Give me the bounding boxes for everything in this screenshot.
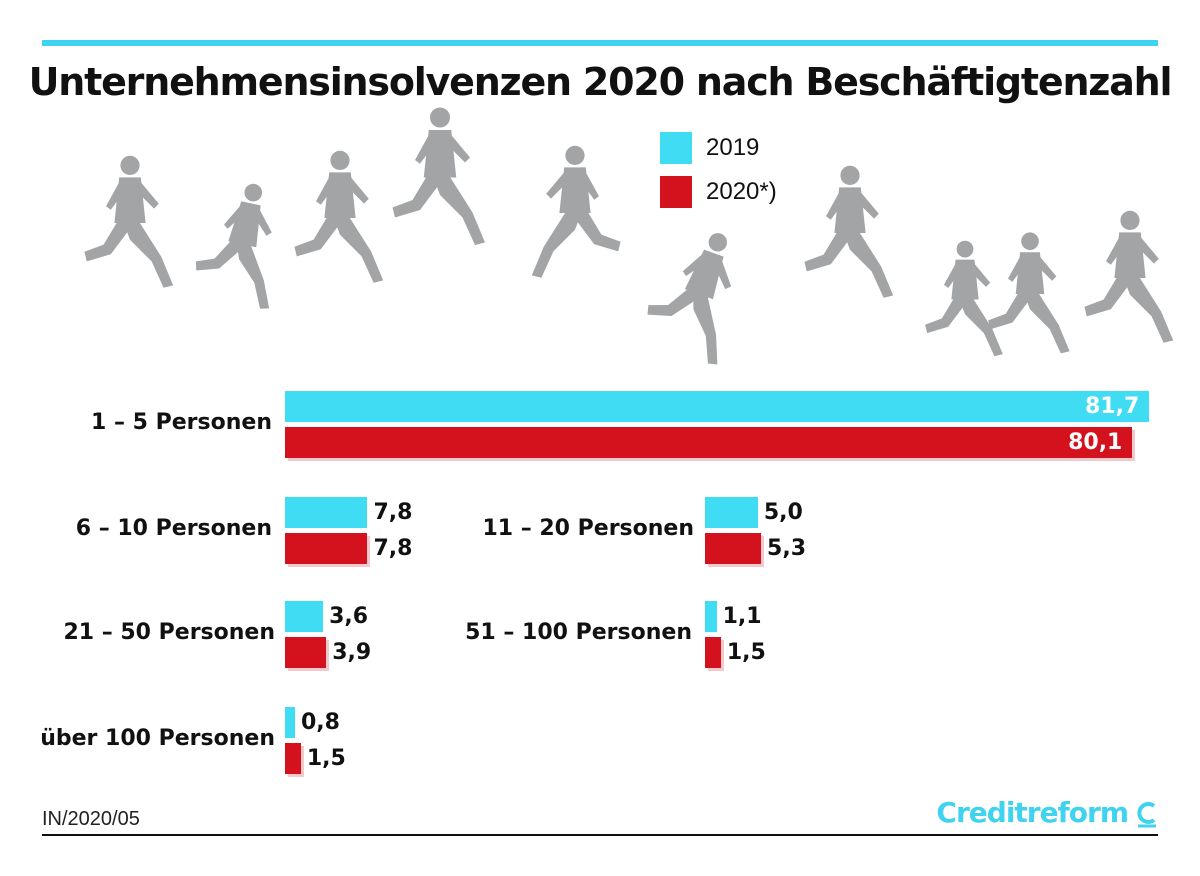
- bar-2020: [285, 637, 327, 668]
- brand-name: Creditreform: [936, 796, 1129, 829]
- bar-2019: [705, 497, 758, 528]
- running-person-icon: [1084, 210, 1174, 343]
- legend-swatch-2020: [660, 176, 692, 208]
- bar-2020: [705, 637, 721, 668]
- running-person-icon: [392, 107, 485, 245]
- bar-2020: [285, 743, 301, 774]
- data-label: 81,7: [1085, 394, 1140, 419]
- data-label: 0,8: [301, 710, 340, 735]
- bar-2019: [285, 497, 368, 528]
- category-label: 21 – 50 Personen: [63, 620, 275, 645]
- data-label: 1,5: [726, 640, 766, 665]
- data-label: 7,8: [373, 536, 413, 561]
- brand-logo: Creditreform: [936, 796, 1158, 829]
- bar-2020: [705, 533, 762, 564]
- source-note: IN/2020/05: [42, 808, 140, 830]
- chart-title: Unternehmensinsolvenzen 2020 nach Beschä…: [28, 60, 1173, 104]
- data-label: 3,9: [332, 640, 372, 665]
- data-label: 1,5: [306, 746, 346, 771]
- data-label: 5,3: [767, 536, 807, 561]
- bar-2020: [285, 427, 1133, 458]
- running-person-icon: [925, 240, 1003, 357]
- running-person-icon: [294, 150, 384, 283]
- bar-2020: [285, 533, 368, 564]
- top-rule: [42, 40, 1158, 46]
- running-person-icon: [636, 218, 760, 367]
- bar-2019: [705, 601, 717, 632]
- running-person-icon: [988, 232, 1070, 354]
- bar-2019: [285, 391, 1149, 422]
- legend-item-2020: 2020*): [660, 176, 777, 208]
- bottom-rule: [42, 834, 1158, 836]
- category-label: 51 – 100 Personen: [465, 620, 692, 645]
- data-label: 7,8: [373, 500, 413, 525]
- running-person-icon: [84, 155, 174, 288]
- category-label: 11 – 20 Personen: [482, 516, 694, 541]
- data-label: 1,1: [722, 604, 762, 629]
- running-person-icon: [189, 175, 294, 311]
- legend-label-2019: 2019: [706, 134, 760, 161]
- data-label: 80,1: [1068, 430, 1123, 455]
- data-label: 5,0: [763, 500, 803, 525]
- running-person-icon: [804, 165, 894, 298]
- legend-swatch-2019: [660, 132, 692, 164]
- creditreform-c-icon: [1137, 801, 1156, 827]
- bar-2019: [285, 601, 324, 632]
- legend-label-2020: 2020*): [706, 178, 777, 205]
- bar-2019: [285, 707, 295, 738]
- data-label: 3,6: [329, 604, 369, 629]
- category-label: 1 – 5 Personen: [91, 410, 272, 435]
- legend-item-2019: 2019: [660, 132, 759, 164]
- category-label: über 100 Personen: [40, 726, 275, 751]
- running-person-icon: [531, 145, 621, 278]
- category-label: 6 – 10 Personen: [75, 516, 272, 541]
